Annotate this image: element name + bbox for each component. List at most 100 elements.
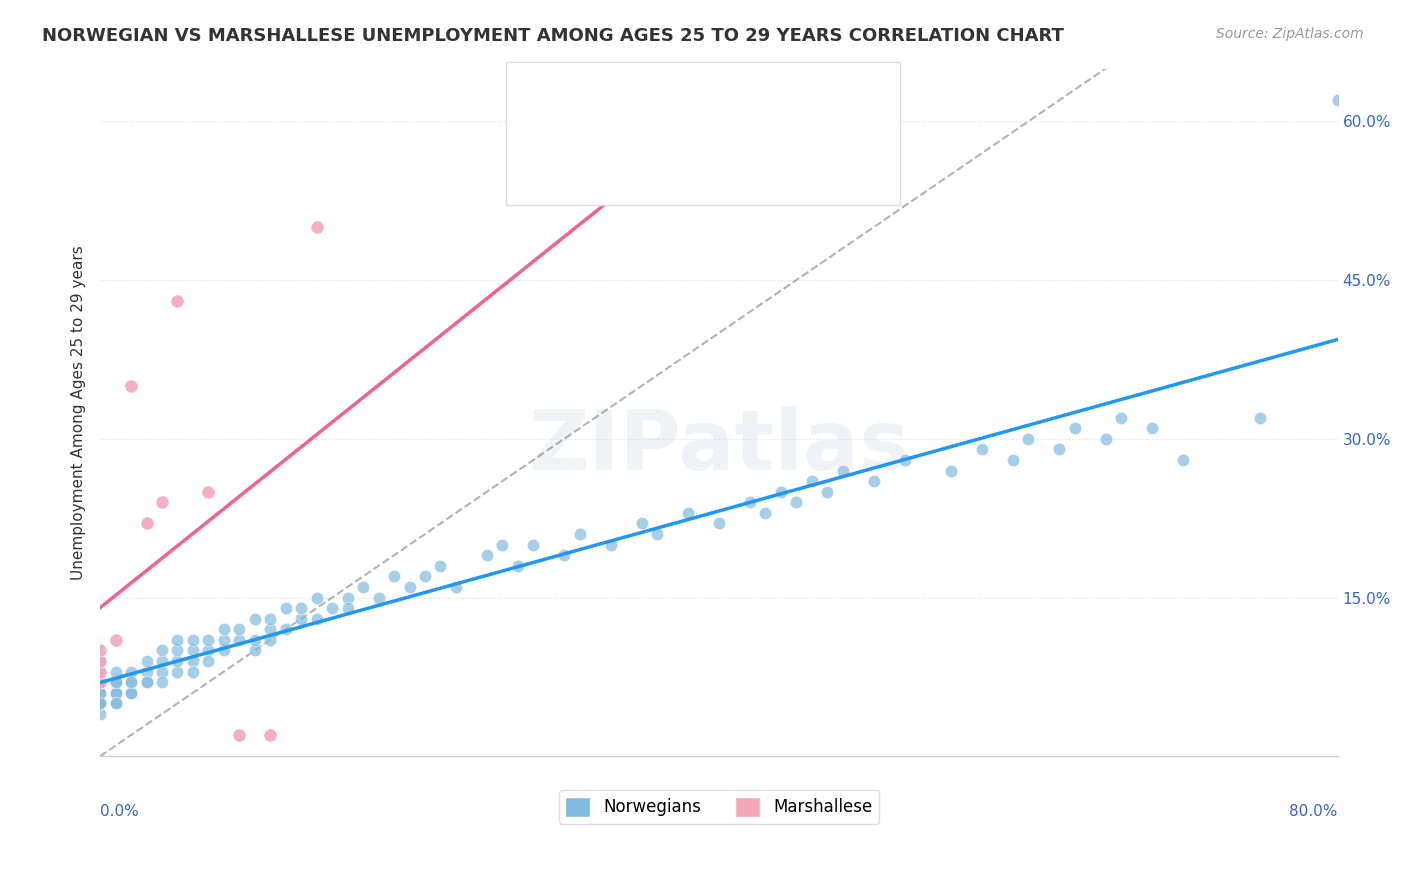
Point	[553, 548, 575, 562]
Point	[676, 506, 699, 520]
Point	[104, 665, 127, 679]
Point	[89, 706, 111, 721]
Point	[444, 580, 467, 594]
Point	[800, 474, 823, 488]
Point	[259, 728, 281, 742]
Point	[893, 453, 915, 467]
Point	[1047, 442, 1070, 457]
Point	[135, 675, 157, 690]
Point	[181, 643, 204, 657]
Point	[197, 632, 219, 647]
Point	[104, 686, 127, 700]
Point	[197, 484, 219, 499]
Point	[89, 675, 111, 690]
Point	[135, 654, 157, 668]
Point	[259, 632, 281, 647]
Point	[197, 654, 219, 668]
Point	[120, 665, 142, 679]
Point	[89, 697, 111, 711]
Point	[429, 558, 451, 573]
Point	[104, 632, 127, 647]
Point	[89, 675, 111, 690]
Point	[274, 601, 297, 615]
Point	[815, 484, 838, 499]
Point	[475, 548, 498, 562]
Point	[104, 697, 127, 711]
Point	[104, 686, 127, 700]
Point	[939, 464, 962, 478]
Point	[413, 569, 436, 583]
Point	[104, 675, 127, 690]
Point	[1063, 421, 1085, 435]
Point	[290, 601, 312, 615]
Text: Source: ZipAtlas.com: Source: ZipAtlas.com	[1216, 27, 1364, 41]
Point	[1109, 410, 1132, 425]
Point	[398, 580, 420, 594]
Point	[228, 728, 250, 742]
Point	[150, 665, 173, 679]
Bar	[529, 93, 560, 126]
Point	[831, 464, 853, 478]
Point	[305, 591, 328, 605]
Point	[506, 558, 529, 573]
Text: ZIPatlas: ZIPatlas	[529, 406, 910, 487]
Point	[382, 569, 405, 583]
Point	[754, 506, 776, 520]
Point	[1094, 432, 1116, 446]
Point	[135, 665, 157, 679]
Point	[336, 601, 359, 615]
Point	[336, 591, 359, 605]
Point	[259, 612, 281, 626]
Point	[243, 643, 266, 657]
Point	[274, 622, 297, 636]
Point	[630, 516, 652, 531]
Point	[150, 675, 173, 690]
Point	[243, 632, 266, 647]
Point	[89, 643, 111, 657]
Point	[707, 516, 730, 531]
Point	[120, 379, 142, 393]
Point	[212, 643, 235, 657]
Point	[89, 686, 111, 700]
Bar	[529, 137, 560, 169]
Point	[769, 484, 792, 499]
Point	[89, 686, 111, 700]
Point	[104, 697, 127, 711]
Point	[120, 686, 142, 700]
Point	[181, 632, 204, 647]
Point	[150, 654, 173, 668]
Point	[1249, 410, 1271, 425]
Point	[785, 495, 807, 509]
Point	[862, 474, 884, 488]
Point	[212, 622, 235, 636]
Point	[89, 654, 111, 668]
Point	[1326, 93, 1348, 107]
Point	[89, 665, 111, 679]
Point	[120, 686, 142, 700]
Point	[166, 632, 188, 647]
Point	[599, 538, 621, 552]
Point	[645, 527, 668, 541]
Point	[150, 643, 173, 657]
Point	[120, 675, 142, 690]
Point	[367, 591, 389, 605]
Text: R = 0.459   N = 100: R = 0.459 N = 100	[574, 100, 741, 118]
Y-axis label: Unemployment Among Ages 25 to 29 years: Unemployment Among Ages 25 to 29 years	[72, 245, 86, 580]
Legend: Norwegians, Marshallese: Norwegians, Marshallese	[558, 790, 879, 823]
Point	[305, 220, 328, 235]
Point	[181, 665, 204, 679]
Point	[166, 294, 188, 309]
Point	[1171, 453, 1194, 467]
Point	[305, 612, 328, 626]
Point	[1001, 453, 1024, 467]
Point	[321, 601, 343, 615]
Point	[150, 495, 173, 509]
Point	[352, 580, 374, 594]
Point	[89, 654, 111, 668]
Point	[120, 675, 142, 690]
Text: 80.0%: 80.0%	[1289, 805, 1337, 820]
Point	[228, 622, 250, 636]
Point	[166, 654, 188, 668]
Point	[1017, 432, 1039, 446]
Point	[104, 675, 127, 690]
